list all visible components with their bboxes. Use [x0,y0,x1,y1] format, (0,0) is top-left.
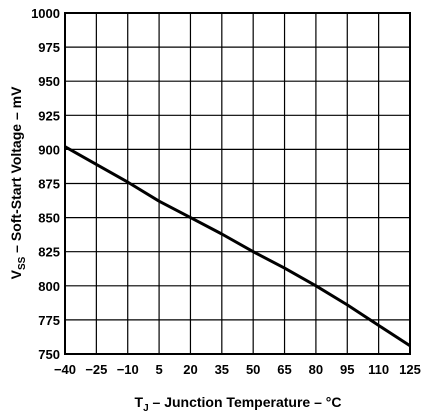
x-axis-label-main: T [135,394,144,410]
x-tick-label: 65 [277,362,291,377]
y-tick-label: 775 [38,313,60,328]
y-tick-label: 750 [38,347,60,362]
x-tick-label: 110 [368,362,389,377]
y-tick-label: 875 [38,177,60,192]
x-tick-labels: −40 −25 −10 5 20 35 50 65 80 95 110 125 [54,362,421,377]
x-tick-label: 35 [215,362,229,377]
plot-frame [64,12,411,355]
x-axis-label: TJ – Junction Temperature – °C [135,394,342,414]
x-tick-label: −25 [85,362,107,377]
x-tick-label: 125 [399,362,421,377]
y-axis-label-sub: SS [17,256,28,270]
x-tick-label: 95 [340,362,354,377]
y-tick-label: 925 [38,108,60,123]
y-tick-label: 800 [38,279,60,294]
x-tick-label: 5 [155,362,162,377]
y-axis-label-rest: – Soft-Start Voltage – mV [8,86,24,257]
y-axis-label: VSS – Soft-Start Voltage – mV [8,86,28,279]
x-tick-label: 80 [309,362,323,377]
y-tick-label: 900 [38,142,60,157]
series-line [64,145,411,348]
x-tick-label: 20 [183,362,197,377]
y-tick-labels: 750 775 800 825 850 875 900 925 950 975 1000 [31,6,60,362]
x-tick-label: −40 [54,362,76,377]
x-axis-label-sub: J [143,403,149,414]
y-axis-label-main: V [8,269,24,279]
x-tick-label: −10 [117,362,139,377]
y-tick-label: 950 [38,74,60,89]
grid [64,12,411,355]
x-tick-label: 50 [246,362,260,377]
x-axis-label-rest: – Junction Temperature – °C [149,394,342,410]
y-tick-label: 825 [38,245,60,260]
y-tick-label: 1000 [31,6,60,21]
series-group [64,145,411,348]
y-tick-label: 975 [38,40,60,55]
y-tick-label: 850 [38,211,60,226]
